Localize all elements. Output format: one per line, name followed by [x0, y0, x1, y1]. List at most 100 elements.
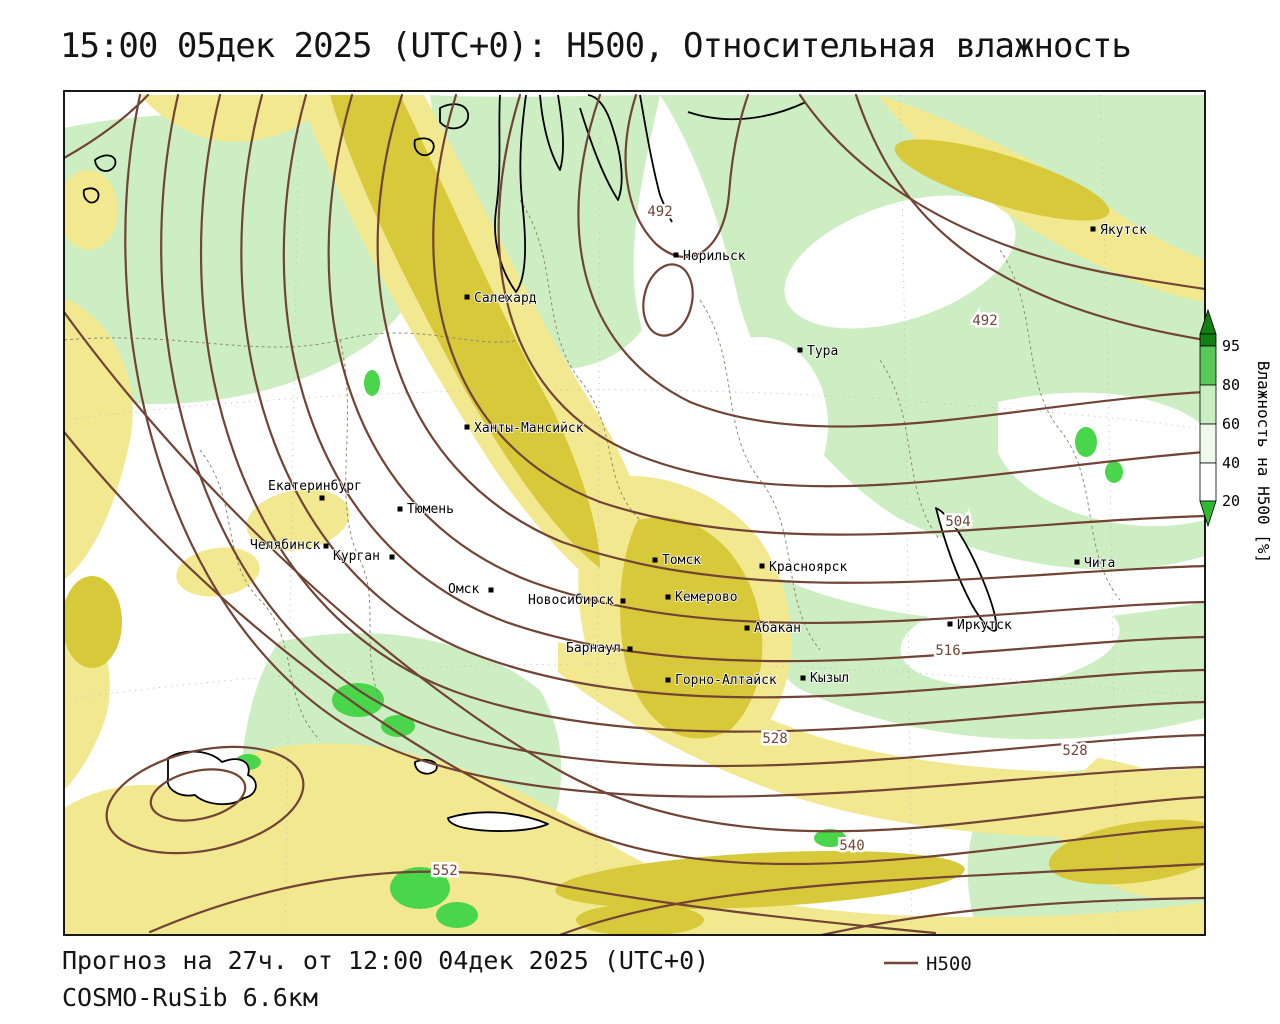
- contour-line: [64, 430, 1205, 866]
- colorbar-segment: [1199, 462, 1217, 502]
- city-label: Иркутск: [957, 618, 1012, 633]
- city-label: Горно-Алтайск: [675, 673, 777, 688]
- city-marker: [1074, 559, 1080, 565]
- forecast-info: Прогноз на 27ч. от 12:00 04дек 2025 (UTC…: [62, 946, 710, 975]
- contour-line: [327, 93, 1205, 625]
- city-label: Якутск: [1100, 223, 1147, 238]
- humidity-region: [364, 370, 380, 396]
- city-marker: [744, 625, 750, 631]
- humidity-region: [332, 683, 384, 717]
- city-label: Челябинск: [250, 538, 321, 553]
- city-marker: [665, 677, 671, 683]
- contour-label: 540: [839, 838, 864, 854]
- humidity-fill-layer: [64, 95, 1205, 935]
- contour-line: [624, 93, 750, 258]
- contour-line: [64, 310, 1205, 833]
- city-marker: [488, 587, 494, 593]
- contour-line: [558, 862, 1205, 935]
- colorbar-segment: [1199, 333, 1217, 347]
- contour-label: 492: [647, 204, 672, 220]
- city-label: Кызыл: [810, 671, 849, 686]
- city-marker: [397, 506, 403, 512]
- legend: H500: [884, 953, 972, 975]
- city-marker: [627, 646, 633, 652]
- contour-line: [432, 93, 1205, 536]
- contour-label: 516: [935, 643, 960, 659]
- city-label: Абакан: [754, 621, 801, 636]
- humidity-region: [692, 337, 828, 513]
- humidity-region: [576, 904, 704, 935]
- contour-line: [149, 768, 247, 822]
- humidity-region: [558, 642, 1205, 838]
- contour-line: [376, 93, 1205, 584]
- contour-label: 492: [972, 313, 997, 329]
- contour-line: [642, 263, 694, 337]
- coastline: [579, 94, 623, 201]
- lake: [447, 811, 549, 832]
- city-label: Курган: [333, 549, 380, 564]
- humidity-region: [64, 576, 122, 668]
- coastline: [82, 187, 100, 204]
- colorbar: 95 80 60 40 20 Влажность на H500 [%]: [1199, 308, 1273, 563]
- colorbar-tick-label: 60: [1222, 415, 1240, 433]
- humidity-region: [64, 170, 118, 250]
- coastline: [494, 94, 527, 293]
- contour-line: [148, 870, 937, 935]
- humidity-region: [814, 829, 846, 847]
- graticule-layer: [64, 94, 1205, 935]
- colorbar-tick-label: 80: [1222, 376, 1240, 394]
- contour-line: [105, 745, 305, 855]
- city-label: Тюмень: [407, 502, 454, 517]
- humidity-region: [1048, 819, 1205, 885]
- city-label: Норильск: [683, 249, 746, 264]
- contour-line: [497, 93, 1205, 488]
- contour-line: [199, 93, 1205, 733]
- colorbar-tick-label: 95: [1222, 337, 1240, 355]
- city-marker: [323, 543, 329, 549]
- city-marker: [947, 621, 953, 627]
- city-marker: [800, 675, 806, 681]
- city-label: Омск: [448, 582, 479, 597]
- humidity-region: [998, 392, 1205, 527]
- city-label: Барнаул: [566, 641, 621, 656]
- city-marker: [665, 594, 671, 600]
- coastline-layer: [82, 94, 998, 832]
- city-label: Тура: [807, 344, 838, 359]
- contour-label: 504: [945, 514, 970, 530]
- city-marker: [319, 495, 325, 501]
- humidity-region: [436, 902, 478, 928]
- colorbar-axis-title: Влажность на H500 [%]: [1254, 361, 1273, 563]
- contour-line: [124, 93, 1205, 798]
- colorbar-arrow-bottom: [1199, 500, 1217, 528]
- coastline: [94, 154, 117, 172]
- humidity-region: [381, 715, 415, 737]
- colorbar-tick-label: 40: [1222, 454, 1240, 472]
- admin-boundary-layer: [64, 199, 1121, 741]
- contour-line: [240, 93, 1205, 699]
- legend-label: H500: [926, 953, 972, 975]
- city-label: Екатеринбург: [268, 479, 362, 494]
- coastline: [687, 101, 807, 121]
- city-marker: [652, 557, 658, 563]
- humidity-region: [1105, 461, 1123, 483]
- city-label: Новосибирск: [528, 593, 614, 608]
- city-label: Чита: [1084, 556, 1115, 571]
- humidity-region: [390, 867, 450, 909]
- city-label: Красноярск: [769, 560, 847, 575]
- contour-label-layer: 492 492 504 516 528 528 540 552: [430, 202, 1090, 882]
- contour-line: [282, 93, 1205, 663]
- city-label: Томск: [662, 553, 701, 568]
- coastline: [539, 94, 564, 171]
- city-marker: [620, 598, 626, 604]
- city-marker: [673, 252, 679, 258]
- coastline: [413, 137, 435, 157]
- colorbar-segment: [1199, 423, 1217, 464]
- humidity-region: [1075, 427, 1097, 457]
- humidity-region: [555, 850, 965, 910]
- city-label: Кемерово: [675, 590, 738, 605]
- humidity-region: [620, 517, 763, 739]
- lake: [166, 750, 257, 805]
- page-title: 15:00 05дек 2025 (UTC+0): H500, Относите…: [60, 26, 1132, 66]
